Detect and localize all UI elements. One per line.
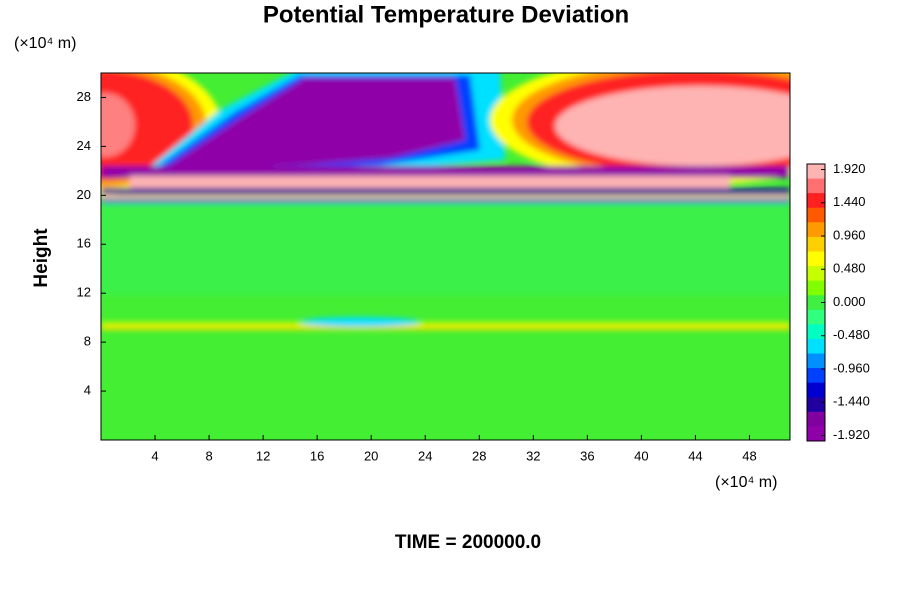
field-shape — [101, 200, 790, 203]
colorbar-band — [807, 266, 825, 282]
colorbar-tick-label: 1.440 — [833, 194, 866, 209]
colorbar-band — [807, 411, 825, 427]
x-tick-label: 24 — [418, 448, 432, 463]
x-tick-label: 4 — [151, 448, 158, 463]
time-label: TIME = 200000.0 — [395, 532, 541, 553]
y-tick-label: 12 — [77, 285, 91, 300]
x-tick-label: 48 — [742, 448, 756, 463]
colorbar-tick-label: 0.480 — [833, 261, 866, 276]
field-shape — [101, 93, 135, 157]
y-tick-label: 24 — [77, 138, 91, 153]
field — [101, 73, 790, 440]
plot-frame — [100, 72, 791, 441]
colorbar-band — [807, 222, 825, 238]
colorbar-tick-label: 0.000 — [833, 294, 866, 309]
y-tick-label: 4 — [84, 383, 91, 398]
colorbar-tick-label: -0.480 — [833, 327, 870, 342]
colorbar-band — [807, 207, 825, 223]
colorbar-band — [807, 251, 825, 267]
field-shape — [300, 317, 420, 327]
colorbar-band — [807, 426, 825, 442]
colorbar-band — [807, 368, 825, 384]
y-tick-label: 16 — [77, 236, 91, 251]
colorbar-tick-label: -1.440 — [833, 394, 870, 409]
x-tick-label: 8 — [205, 448, 212, 463]
field-shape — [101, 205, 790, 295]
field-shapes — [101, 73, 790, 330]
colorbar-band — [807, 295, 825, 311]
field-shape — [101, 166, 790, 178]
chart-title: Potential Temperature Deviation — [263, 1, 629, 28]
x-tick-label: 28 — [472, 448, 486, 463]
x-tick-label: 20 — [364, 448, 378, 463]
colorbar-tick-label: 1.920 — [833, 161, 866, 176]
colorbar-tick-label: -1.920 — [833, 427, 870, 442]
y-unit: (×10⁴ m) — [14, 35, 76, 52]
colorbar-band — [807, 178, 825, 194]
field-shape — [555, 86, 790, 166]
colorbar-band — [807, 324, 825, 340]
field-shape — [165, 78, 465, 168]
colorbar-tick-label: -0.960 — [833, 360, 870, 375]
colorbar-band — [807, 236, 825, 252]
x-tick-label: 16 — [310, 448, 324, 463]
colorbar-band — [807, 397, 825, 413]
y-tick-label: 8 — [84, 334, 91, 349]
field-shape — [101, 326, 790, 329]
x-tick-label: 36 — [580, 448, 594, 463]
y-tick-label: 28 — [77, 89, 91, 104]
field-shape — [101, 195, 790, 199]
x-tick-label: 32 — [526, 448, 540, 463]
colorbar-band — [807, 280, 825, 296]
field-shape — [130, 176, 730, 188]
x-unit: (×10⁴ m) — [715, 474, 777, 491]
colorbar-tick-label: 0.960 — [833, 227, 866, 242]
colorbar-band — [807, 382, 825, 398]
colorbar-band — [807, 193, 825, 209]
x-tick-label: 12 — [256, 448, 270, 463]
x-tick-label: 44 — [688, 448, 702, 463]
colorbar-frame — [806, 163, 826, 442]
y-tick-label: 20 — [77, 187, 91, 202]
colorbar-band — [807, 309, 825, 325]
x-tick-label: 40 — [634, 448, 648, 463]
colorbar-band — [807, 353, 825, 369]
y-axis-label: Height — [31, 228, 52, 288]
colorbar-band — [807, 164, 825, 180]
field-shape — [101, 188, 790, 194]
colorbar-band — [807, 338, 825, 355]
